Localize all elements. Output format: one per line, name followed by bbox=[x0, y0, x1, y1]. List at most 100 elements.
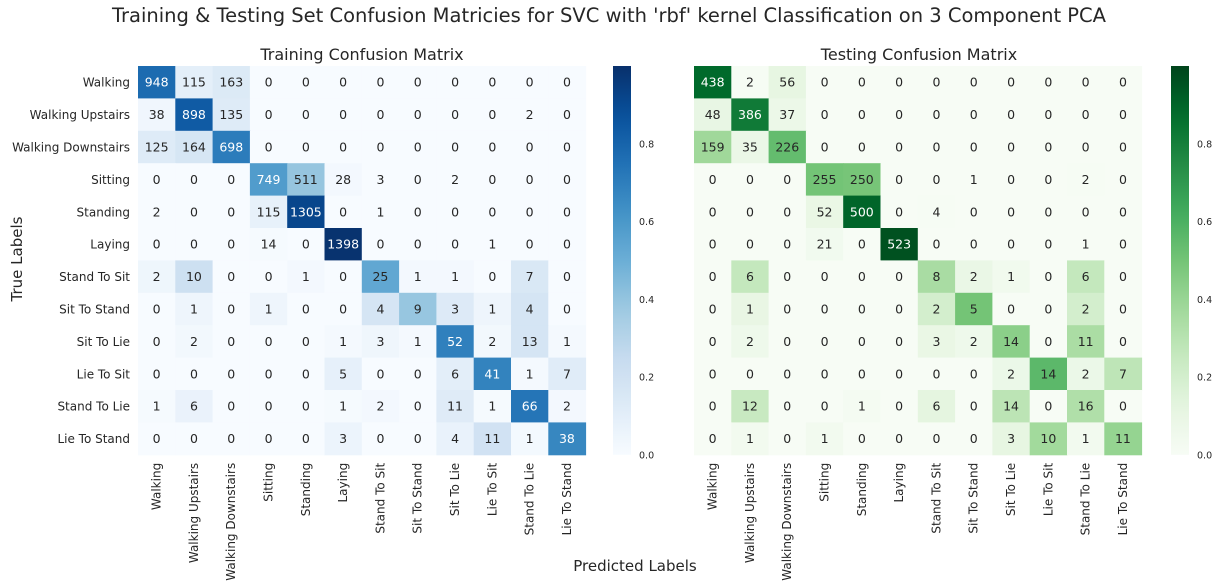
cell-value-label: 0 bbox=[895, 107, 903, 122]
cell-value-label: 0 bbox=[153, 431, 161, 446]
heatmap-cell bbox=[843, 66, 881, 99]
cell-value-label: 28 bbox=[335, 172, 351, 187]
cell-value-label: 1 bbox=[746, 431, 754, 446]
heatmap-cell bbox=[1104, 98, 1143, 132]
col-tick-label: Standing bbox=[855, 463, 869, 516]
cell-value-label: 0 bbox=[451, 140, 459, 155]
cell-value-label: 6 bbox=[451, 366, 459, 381]
cell-value-label: 0 bbox=[526, 75, 534, 90]
heatmap-cell bbox=[361, 422, 400, 456]
heatmap-cell bbox=[1029, 357, 1068, 391]
cell-value-label: 0 bbox=[414, 140, 422, 155]
heatmap-cell bbox=[287, 228, 325, 261]
cell-value-label: 0 bbox=[970, 204, 978, 219]
row-tick-label: Walking Upstairs bbox=[30, 108, 130, 122]
row-tick-label: Lie To Sit bbox=[77, 367, 131, 381]
heatmap-cell bbox=[249, 228, 288, 261]
cell-value-label: 0 bbox=[302, 366, 310, 381]
cell-value-label: 0 bbox=[526, 140, 534, 155]
heatmap-cell bbox=[843, 422, 881, 456]
cell-value-label: 0 bbox=[932, 107, 940, 122]
cell-value-label: 0 bbox=[858, 431, 866, 446]
cell-value-label: 0 bbox=[709, 334, 717, 349]
cell-value-label: 6 bbox=[1082, 269, 1090, 284]
heatmap-cell bbox=[1029, 325, 1068, 359]
row-tick-label: Stand To Lie bbox=[57, 400, 130, 414]
cell-value-label: 2 bbox=[376, 399, 384, 414]
cell-value-label: 0 bbox=[488, 107, 496, 122]
heatmap-cell bbox=[138, 195, 176, 229]
cell-value-label: 0 bbox=[302, 334, 310, 349]
heatmap-cell bbox=[955, 422, 993, 456]
cell-value-label: 14 bbox=[1003, 334, 1019, 349]
cell-value-label: 0 bbox=[895, 269, 903, 284]
heatmap-cell bbox=[175, 130, 214, 164]
col-tick-label: Stand To Sit bbox=[373, 463, 387, 534]
heatmap-cell bbox=[731, 195, 770, 229]
cell-value-label: 0 bbox=[746, 204, 754, 219]
row-tick-label: Lie To Stand bbox=[57, 432, 130, 446]
heatmap-cell bbox=[212, 163, 251, 197]
heatmap-cell bbox=[473, 195, 512, 229]
cell-value-label: 386 bbox=[738, 107, 762, 122]
cell-value-label: 4 bbox=[932, 204, 940, 219]
heatmap-cell bbox=[511, 357, 549, 391]
heatmap-cell bbox=[1104, 66, 1143, 99]
cell-value-label: 0 bbox=[153, 334, 161, 349]
heatmap-cell bbox=[399, 422, 437, 456]
cell-value-label: 2 bbox=[1007, 366, 1015, 381]
col-tick-label: Walking bbox=[706, 463, 720, 510]
heatmap-cell bbox=[955, 66, 993, 99]
heatmap-cell bbox=[1067, 98, 1105, 132]
cell-value-label: 0 bbox=[302, 107, 310, 122]
heatmap-cell bbox=[917, 163, 956, 197]
row-tick-label: Sitting bbox=[91, 173, 130, 187]
cell-value-label: 0 bbox=[227, 431, 235, 446]
heatmap-cell bbox=[473, 130, 512, 164]
cell-value-label: 0 bbox=[783, 366, 791, 381]
cell-value-label: 0 bbox=[265, 431, 273, 446]
heatmap-cell bbox=[1104, 422, 1143, 456]
cell-value-label: 1 bbox=[376, 204, 384, 219]
heatmap-cell bbox=[399, 228, 437, 261]
heatmap-cell bbox=[1029, 390, 1068, 423]
cell-value-label: 14 bbox=[1040, 366, 1056, 381]
heatmap-cell bbox=[1067, 325, 1105, 359]
cell-value-label: 11 bbox=[484, 431, 500, 446]
heatmap-cell bbox=[212, 228, 251, 261]
cell-value-label: 0 bbox=[190, 172, 198, 187]
cell-value-label: 0 bbox=[746, 366, 754, 381]
heatmap-cell bbox=[511, 422, 549, 456]
heatmap-cell bbox=[768, 422, 807, 456]
heatmap-cell bbox=[175, 98, 214, 132]
cell-value-label: 4 bbox=[526, 302, 534, 317]
heatmap-cell bbox=[287, 325, 325, 359]
heatmap-cell bbox=[992, 357, 1031, 391]
cell-value-label: 0 bbox=[302, 140, 310, 155]
heatmap-cell bbox=[548, 130, 587, 164]
heatmap-cell bbox=[548, 325, 587, 359]
cell-value-label: 21 bbox=[817, 237, 833, 252]
heatmap-cell bbox=[731, 422, 770, 456]
heatmap-cell bbox=[992, 195, 1031, 229]
heatmap-cell bbox=[324, 98, 363, 132]
cell-value-label: 0 bbox=[227, 204, 235, 219]
heatmap-cell bbox=[917, 260, 956, 294]
heatmap-cell bbox=[175, 390, 214, 423]
heatmap-cell bbox=[1029, 163, 1068, 197]
cell-value-label: 0 bbox=[339, 140, 347, 155]
cell-value-label: 0 bbox=[227, 334, 235, 349]
cell-value-label: 0 bbox=[563, 107, 571, 122]
heatmap-cell bbox=[992, 130, 1031, 164]
heatmap-cell bbox=[1104, 130, 1143, 164]
heatmap-cell bbox=[880, 228, 919, 261]
heatmap-cell bbox=[731, 130, 770, 164]
cell-value-label: 0 bbox=[376, 75, 384, 90]
cell-value-label: 1 bbox=[190, 302, 198, 317]
cell-value-label: 0 bbox=[227, 269, 235, 284]
heatmap-cell bbox=[805, 228, 844, 261]
cell-value-label: 0 bbox=[821, 334, 829, 349]
heatmap-cell bbox=[955, 357, 993, 391]
cell-value-label: 1 bbox=[821, 431, 829, 446]
